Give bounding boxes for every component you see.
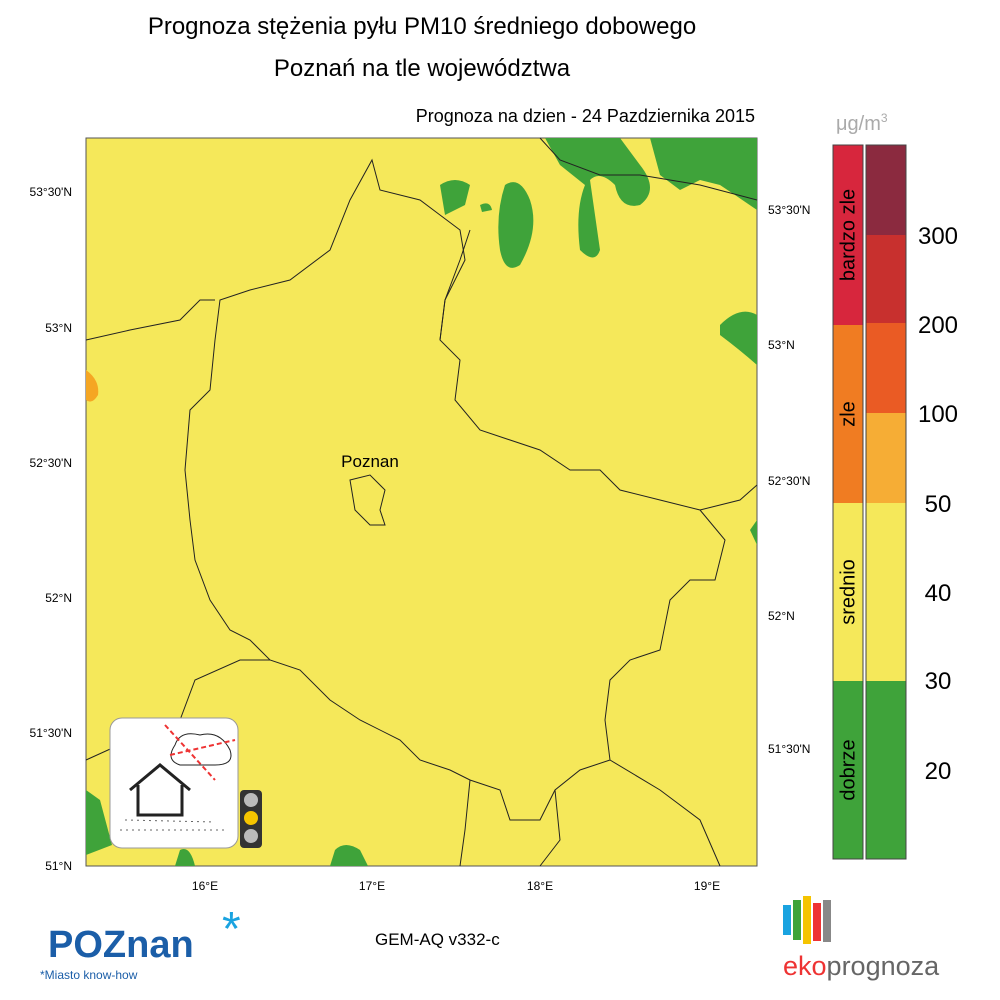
map: Poznan 53°30'N 53°N 52°30'N 52°N 51°30'N 51°N… xyxy=(30,137,810,893)
lon-label: 17°E xyxy=(359,879,385,893)
threshold-label: 100 xyxy=(918,401,958,428)
lon-label: 19°E xyxy=(694,879,720,893)
city-label: Poznan xyxy=(341,452,399,471)
lat-label-right: 51°30'N xyxy=(768,742,810,756)
lat-label-left: 53°30'N xyxy=(30,185,72,199)
model: GEM-AQ v332-c xyxy=(375,930,500,949)
class-label: srednio xyxy=(837,559,859,625)
lat-label-left: 52°N xyxy=(45,591,72,605)
tagline: *Miasto know-how xyxy=(40,968,138,982)
class-label: zle xyxy=(837,401,859,427)
weather-icon xyxy=(109,717,262,849)
date-label: Prognoza na dzien - 24 Pazdziernika 2015 xyxy=(416,106,755,126)
threshold-label: 50 xyxy=(925,491,952,518)
legend: μg/m3 bardzo zle zle srednio dobrze 300 200 1… xyxy=(832,111,958,860)
class-label: bardzo zle xyxy=(837,189,859,281)
logo-bars xyxy=(783,896,831,944)
lat-label-left: 53°N xyxy=(45,321,72,335)
green-areas xyxy=(86,138,757,866)
threshold-label: 30 xyxy=(925,668,952,695)
lat-label-right: 52°N xyxy=(768,609,795,623)
logo-left: POZnan xyxy=(48,924,194,966)
class-label: dobrze xyxy=(837,739,859,800)
title: Prognoza stężenia pyłu PM10 średniego do… xyxy=(148,13,696,40)
footer: POZnan * *Miasto know-how GEM-AQ v332-c … xyxy=(40,896,940,982)
lon-label: 18°E xyxy=(527,879,553,893)
lat-label-left: 51°30'N xyxy=(30,726,72,740)
logo-right: ekoprognoza xyxy=(783,951,940,981)
threshold-label: 40 xyxy=(925,580,952,607)
subtitle: Poznań na tle województwa xyxy=(274,55,571,82)
lon-label: 16°E xyxy=(192,879,218,893)
unit: μg/m3 xyxy=(836,111,888,135)
borders xyxy=(85,137,758,867)
lat-label-right: 53°N xyxy=(768,338,795,352)
threshold-label: 20 xyxy=(925,758,952,785)
logo-star: * xyxy=(222,903,241,956)
lat-label-left: 51°N xyxy=(45,859,72,873)
orange-area xyxy=(86,370,99,402)
lat-label-right: 52°30'N xyxy=(768,474,810,488)
lat-label-left: 52°30'N xyxy=(30,456,72,470)
threshold-label: 200 xyxy=(918,312,958,339)
threshold-label: 300 xyxy=(918,223,958,250)
lat-label-right: 53°30'N xyxy=(768,203,810,217)
